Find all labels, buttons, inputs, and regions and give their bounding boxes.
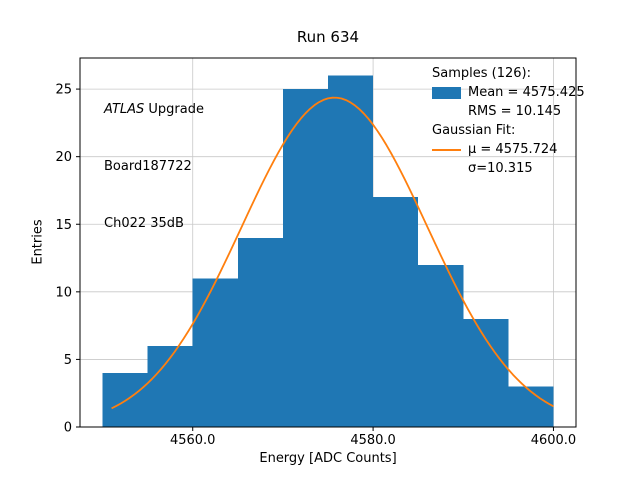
hist-bar bbox=[192, 278, 238, 427]
y-axis-label: Entries bbox=[30, 219, 46, 265]
x-tick-label: 4600.0 bbox=[531, 433, 577, 448]
annotation-line-3: Ch022 35dB bbox=[104, 216, 184, 231]
x-axis-label: Energy [ADC Counts] bbox=[259, 451, 397, 466]
hist-bar bbox=[237, 237, 283, 427]
histogram-swatch-icon bbox=[432, 86, 461, 99]
legend: Samples (126): Mean = 4575.425 RMS = 10.… bbox=[432, 64, 585, 178]
y-tick-label: 10 bbox=[55, 285, 72, 300]
legend-item-fit-header: Gaussian Fit: bbox=[432, 123, 516, 138]
hist-bar bbox=[147, 345, 193, 427]
y-tick-label: 15 bbox=[55, 218, 72, 233]
x-tick-label: 4580.0 bbox=[350, 433, 396, 448]
annotation-atlas: ATLAS bbox=[104, 102, 145, 117]
hist-bar bbox=[463, 318, 509, 427]
hist-bar bbox=[418, 264, 464, 427]
annotation-line-1: ATLAS Upgrade bbox=[104, 100, 204, 119]
chart-title: Run 634 bbox=[296, 28, 360, 46]
legend-spacer bbox=[432, 168, 461, 169]
y-tick-label: 5 bbox=[64, 353, 72, 368]
legend-item-mean: Mean = 4575.425 bbox=[432, 83, 585, 102]
annotation-upgrade: Upgrade bbox=[144, 102, 204, 117]
axes-frame bbox=[79, 57, 577, 428]
legend-spacer bbox=[432, 111, 461, 112]
legend-item-samples-header: Samples (126): bbox=[432, 66, 531, 81]
hist-bar bbox=[508, 386, 554, 427]
legend-item-rms: RMS = 10.145 bbox=[432, 102, 585, 121]
legend-item-sigma: σ=10.315 bbox=[432, 159, 585, 178]
y-tick-label: 25 bbox=[55, 83, 72, 98]
y-tick-label: 0 bbox=[64, 421, 72, 436]
annotation-line-2: Board187722 bbox=[104, 159, 192, 174]
annotation-block: ATLAS Upgrade Board187722 Ch022 35dB bbox=[104, 62, 204, 271]
y-tick-label: 20 bbox=[55, 150, 72, 165]
gaussian-curve bbox=[111, 96, 554, 410]
hist-bar bbox=[328, 75, 374, 427]
legend-item-mu: μ = 4575.724 bbox=[432, 140, 585, 159]
fit-line-swatch-icon bbox=[432, 148, 461, 151]
hist-bar bbox=[373, 197, 419, 427]
x-tick-label: 4560.0 bbox=[170, 433, 216, 448]
hist-bar bbox=[282, 89, 328, 427]
